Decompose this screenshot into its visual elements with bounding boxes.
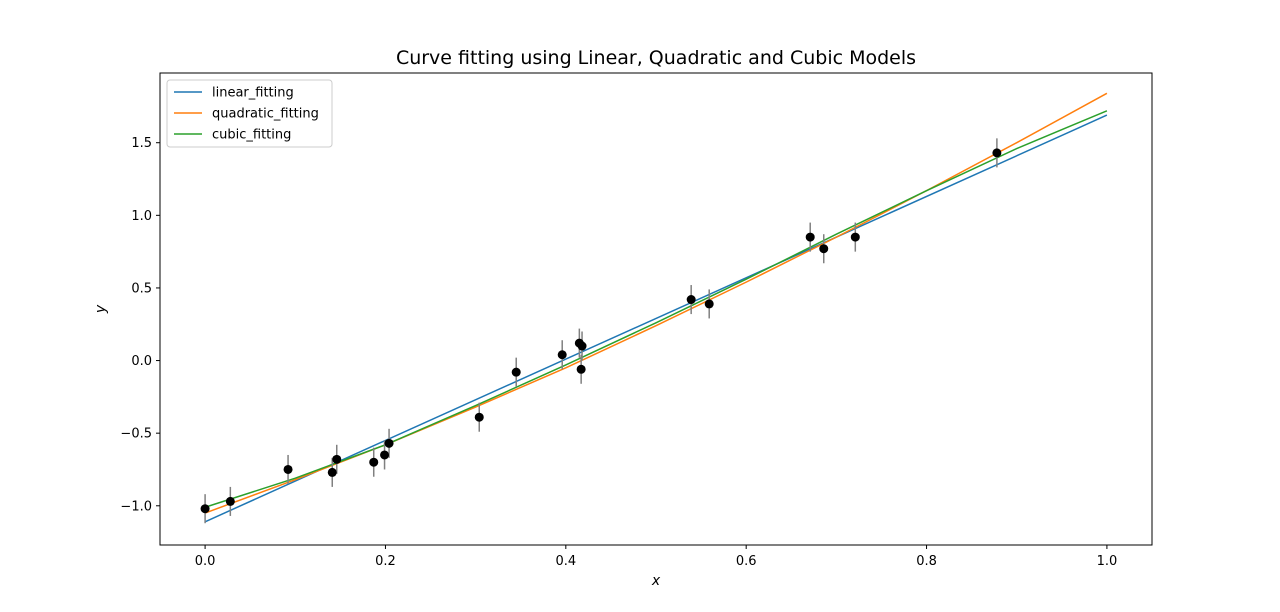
y-tick-label: 0.5 bbox=[131, 281, 152, 296]
data-points bbox=[200, 138, 1002, 524]
legend-box bbox=[166, 79, 333, 148]
data-point bbox=[384, 438, 394, 448]
data-point bbox=[992, 148, 1002, 158]
x-axis-label: x bbox=[651, 573, 661, 589]
y-tick-label: 1.5 bbox=[131, 136, 152, 151]
y-tick-label: −0.5 bbox=[120, 427, 152, 442]
data-point bbox=[332, 454, 342, 464]
data-point bbox=[819, 244, 829, 254]
series-line-cubic-fitting bbox=[204, 110, 1108, 508]
data-point bbox=[850, 232, 860, 242]
fit-lines bbox=[204, 92, 1108, 523]
data-point bbox=[576, 364, 586, 374]
legend-entry-label: linear_fitting bbox=[212, 86, 294, 101]
legend: linear_fitting quadratic_fitting cubic_fit… bbox=[166, 79, 333, 148]
legend-entry-label: cubic_fitting bbox=[212, 128, 291, 143]
x-tick-label: 0.8 bbox=[916, 554, 937, 569]
chart-title: Curve fitting using Linear, Quadratic an… bbox=[396, 47, 916, 69]
data-point bbox=[474, 412, 484, 422]
data-point bbox=[805, 232, 815, 242]
x-tick-label: 0.4 bbox=[555, 554, 576, 569]
y-tick-label: 1.0 bbox=[131, 209, 152, 224]
x-tick-label: 0.6 bbox=[736, 554, 757, 569]
data-point bbox=[200, 504, 210, 514]
x-tick-label: 0.2 bbox=[375, 554, 396, 569]
data-point bbox=[380, 450, 390, 460]
y-tick-label: 0.0 bbox=[131, 354, 152, 369]
x-tick-label: 1.0 bbox=[1097, 554, 1118, 569]
legend-entry-label: quadratic_fitting bbox=[212, 107, 319, 122]
data-point bbox=[511, 367, 521, 377]
data-point bbox=[225, 496, 235, 506]
x-axis: 0.0 0.2 0.4 0.6 0.8 1.0 bbox=[195, 545, 1118, 569]
data-point bbox=[557, 350, 567, 360]
y-axis-label: y bbox=[93, 304, 109, 314]
data-point bbox=[704, 299, 714, 309]
plot-area-frame bbox=[159, 72, 1153, 546]
series-line-quadratic-fitting bbox=[204, 92, 1108, 514]
x-tick-label: 0.0 bbox=[195, 554, 216, 569]
data-point bbox=[283, 464, 293, 474]
y-tick-label: −1.0 bbox=[120, 499, 152, 514]
series-line-linear-fitting bbox=[204, 114, 1108, 523]
data-point bbox=[327, 467, 337, 477]
data-point bbox=[369, 457, 379, 467]
data-point bbox=[577, 341, 587, 351]
data-point bbox=[686, 295, 696, 305]
y-axis: −1.0 −0.5 0.0 0.5 1.0 1.5 bbox=[120, 136, 160, 514]
